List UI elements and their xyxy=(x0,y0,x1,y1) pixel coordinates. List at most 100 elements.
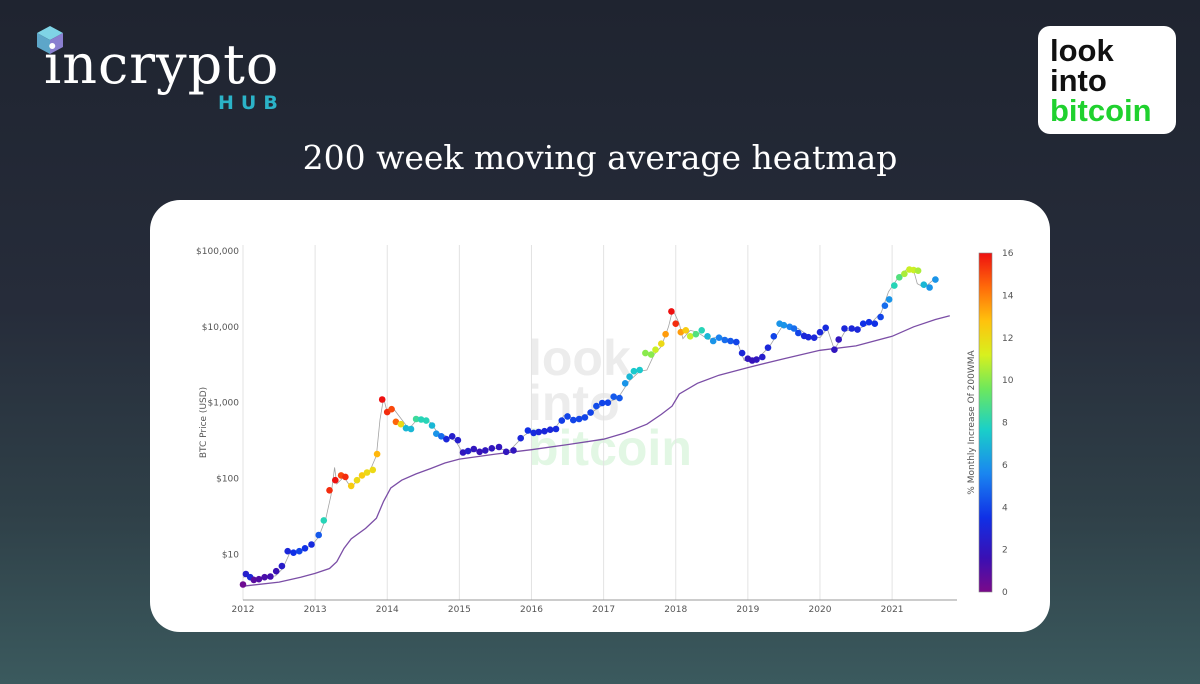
x-tick-label: 2020 xyxy=(809,605,832,615)
heat-point xyxy=(482,447,489,454)
heat-point xyxy=(854,326,861,333)
chart-card: look into bitcoin 2012 2013 2014 2015 2016 2017… xyxy=(150,200,1050,632)
heat-point xyxy=(753,356,760,363)
logo-line-1: look xyxy=(1050,33,1114,68)
heat-point xyxy=(535,428,542,436)
heat-point xyxy=(278,562,286,570)
heat-point xyxy=(709,337,717,345)
heat-point xyxy=(795,329,802,337)
heat-point xyxy=(261,573,268,581)
heat-point xyxy=(272,567,280,575)
heat-point xyxy=(581,414,589,421)
heat-point xyxy=(677,328,685,336)
heat-point xyxy=(816,328,824,336)
y-tick-label: $10 xyxy=(222,550,239,560)
heat-point xyxy=(373,450,381,458)
heat-point xyxy=(510,447,517,454)
heat-point xyxy=(495,443,503,451)
heat-point xyxy=(587,409,594,416)
heat-point xyxy=(564,413,571,420)
heat-point xyxy=(347,482,355,490)
axes: 2012 2013 2014 2015 2016 2017 2018 2019 2020 2021… xyxy=(196,247,957,615)
y-tick-label: $1,000 xyxy=(208,399,240,409)
y-tick-label: $100,000 xyxy=(196,247,239,257)
heat-point xyxy=(672,320,679,327)
heat-point xyxy=(593,402,600,410)
heat-point xyxy=(326,487,333,494)
heat-point xyxy=(642,349,649,357)
y-tick-label: $100 xyxy=(216,475,239,485)
colorbar-tick-label: 8 xyxy=(1002,419,1008,429)
heat-point xyxy=(438,433,445,440)
heat-point xyxy=(686,333,694,340)
logo-line-3: bitcoin xyxy=(1050,93,1152,128)
heat-point xyxy=(790,325,798,332)
y-axis-label: BTC Price (USD) xyxy=(199,387,209,458)
heat-point xyxy=(877,313,884,321)
colorbar-tick-label: 14 xyxy=(1002,291,1014,301)
heat-point xyxy=(530,429,537,437)
heat-point xyxy=(621,380,629,387)
heat-point xyxy=(443,435,450,443)
heat-point xyxy=(932,276,939,283)
heat-point xyxy=(255,575,263,583)
watermark-word: look xyxy=(528,330,631,386)
logo-line-2: into xyxy=(1050,63,1107,98)
heat-point xyxy=(682,327,690,334)
heat-point xyxy=(315,531,322,539)
heat-point xyxy=(616,394,623,402)
heat-point xyxy=(378,396,386,403)
heat-point xyxy=(647,351,655,358)
heat-point xyxy=(239,581,247,588)
heat-point xyxy=(848,325,855,332)
colorbar: 0 2 4 6 8 10 12 14 16 % Monthly Increase Of 200WM… xyxy=(967,249,1014,598)
heat-point xyxy=(342,473,349,481)
cube-icon xyxy=(37,26,63,54)
incrypto-hub-logo: incrypto HUB xyxy=(37,24,300,124)
heat-point xyxy=(835,336,842,343)
heat-point xyxy=(524,427,532,434)
heat-point xyxy=(502,448,510,456)
heat-point xyxy=(517,434,524,442)
heat-point xyxy=(610,393,617,400)
heat-point xyxy=(604,399,612,406)
colorbar-tick-label: 10 xyxy=(1002,376,1014,386)
heat-point xyxy=(770,333,778,340)
heat-point xyxy=(780,321,788,329)
heat-point xyxy=(698,327,705,334)
y-tick-label: $10,000 xyxy=(202,323,239,333)
heat-point xyxy=(459,449,467,456)
heat-point xyxy=(831,346,838,353)
heat-point xyxy=(332,476,339,484)
colorbar-tick-label: 2 xyxy=(1002,546,1008,556)
heat-point xyxy=(658,340,665,347)
heat-point xyxy=(721,336,729,344)
heat-point xyxy=(805,333,812,341)
x-tick-label: 2021 xyxy=(881,605,904,615)
heat-point xyxy=(388,405,395,413)
heat-point xyxy=(412,415,420,423)
lookintobitcoin-logo: look into bitcoin xyxy=(1038,26,1176,134)
heat-point xyxy=(704,333,711,340)
brand-name: incrypto xyxy=(44,33,280,96)
heat-points xyxy=(239,266,939,588)
heat-point xyxy=(402,424,410,432)
heat-point xyxy=(570,416,577,424)
heat-point xyxy=(358,472,366,479)
heat-point xyxy=(476,448,483,456)
heat-point xyxy=(733,338,740,346)
heat-point xyxy=(428,422,436,429)
heat-point xyxy=(920,281,928,288)
heat-point xyxy=(891,282,898,289)
heat-point xyxy=(896,274,903,281)
heat-point xyxy=(284,547,291,555)
heat-point xyxy=(865,318,873,326)
brand-sub: HUB xyxy=(218,92,285,114)
heat-point xyxy=(715,334,723,341)
heat-point xyxy=(764,344,772,351)
heat-point xyxy=(363,469,371,476)
heat-point xyxy=(841,325,848,332)
heat-point xyxy=(558,417,566,424)
heat-point xyxy=(626,373,633,380)
